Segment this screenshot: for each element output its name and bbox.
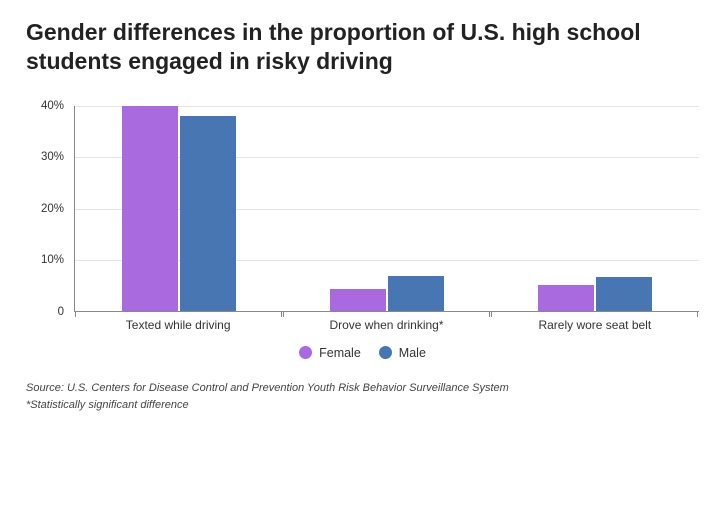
legend: Female Male xyxy=(26,346,699,360)
bar-male xyxy=(388,276,444,311)
x-tick-label: Rarely wore seat belt xyxy=(491,312,699,336)
chart-title: Gender differences in the proportion of … xyxy=(26,18,699,76)
footnote-note: *Statistically significant difference xyxy=(26,397,699,414)
x-tick-label: Drove when drinking* xyxy=(282,312,490,336)
chart: 010%20%30%40% Texted while drivingDrove … xyxy=(50,106,699,336)
legend-label-male: Male xyxy=(399,346,426,360)
bar-male xyxy=(596,277,652,310)
y-tick-label: 40% xyxy=(24,100,64,112)
y-tick-label: 0 xyxy=(24,306,64,318)
bar-group xyxy=(283,106,491,311)
y-tick-label: 10% xyxy=(24,254,64,266)
legend-label-female: Female xyxy=(319,346,361,360)
bar-group xyxy=(491,106,699,311)
y-tick-label: 20% xyxy=(24,203,64,215)
legend-item-male: Male xyxy=(379,346,426,360)
footnotes: Source: U.S. Centers for Disease Control… xyxy=(26,380,699,414)
bar-groups xyxy=(75,106,699,311)
bar-female xyxy=(538,285,594,311)
legend-swatch-male xyxy=(379,346,392,359)
legend-item-female: Female xyxy=(299,346,361,360)
bar-female xyxy=(330,289,386,311)
bar-female xyxy=(122,106,178,311)
bar-group xyxy=(75,106,283,311)
x-tick-label: Texted while driving xyxy=(74,312,282,336)
y-tick-label: 30% xyxy=(24,151,64,163)
plot-area xyxy=(74,106,699,312)
legend-swatch-female xyxy=(299,346,312,359)
x-axis-labels: Texted while drivingDrove when drinking*… xyxy=(74,312,699,336)
footnote-source: Source: U.S. Centers for Disease Control… xyxy=(26,380,699,397)
bar-male xyxy=(180,116,236,311)
